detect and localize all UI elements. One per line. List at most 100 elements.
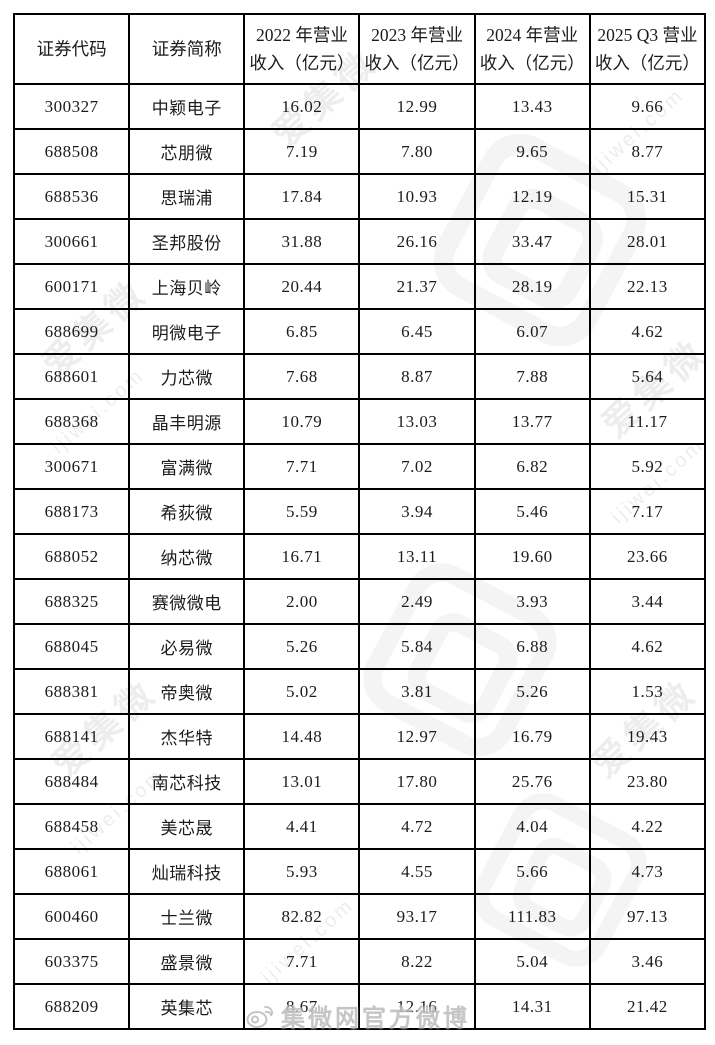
table-cell: 纳芯微 [128, 533, 246, 580]
table-cell: 5.26 [243, 623, 361, 670]
table-cell: 14.31 [473, 983, 591, 1030]
table-cell: 688458 [12, 803, 131, 850]
table-cell: 6.07 [473, 308, 591, 355]
table-cell: 688141 [12, 713, 131, 760]
table-cell: 富满微 [128, 443, 246, 490]
table-cell: 97.13 [588, 893, 707, 940]
table-row: 688536 思瑞浦 17.84 10.93 12.19 15.31 [12, 173, 707, 220]
table-cell: 4.72 [358, 803, 476, 850]
table-cell: 23.66 [588, 533, 707, 580]
table-cell: 688173 [12, 488, 131, 535]
table-row: 300327 中颖电子 16.02 12.99 13.43 9.66 [12, 83, 707, 130]
table-cell: 7.88 [473, 353, 591, 400]
table-cell: 6.82 [473, 443, 591, 490]
table-cell: 28.19 [473, 263, 591, 310]
table-head: 证券代码 证券简称 2022 年营业 收入（亿元） 2023 年营业 收入（亿元） 2024… [12, 13, 707, 85]
table-cell: 13.43 [473, 83, 591, 130]
table-cell: 93.17 [358, 893, 476, 940]
table-cell: 7.02 [358, 443, 476, 490]
revenue-table: 证券代码 证券简称 2022 年营业 收入（亿元） 2023 年营业 收入（亿元） 2024… [12, 13, 707, 1030]
table-cell: 4.62 [588, 623, 707, 670]
table-cell: 5.46 [473, 488, 591, 535]
table-cell: 688045 [12, 623, 131, 670]
column-header: 2025 Q3 营业 收入（亿元） [588, 13, 707, 85]
table-row: 688045 必易微 5.26 5.84 6.88 4.62 [12, 623, 707, 670]
table-cell: 13.77 [473, 398, 591, 445]
table-cell: 19.60 [473, 533, 591, 580]
table-cell: 10.79 [243, 398, 361, 445]
table-cell: 5.66 [473, 848, 591, 895]
table-cell: 7.71 [243, 443, 361, 490]
column-header: 证券代码 [12, 13, 131, 85]
table-cell: 688699 [12, 308, 131, 355]
table-cell: 5.04 [473, 938, 591, 985]
table-cell: 21.42 [588, 983, 707, 1030]
column-header-line: 收入（亿元） [594, 53, 700, 73]
table-cell: 10.93 [358, 173, 476, 220]
table-cell: 4.55 [358, 848, 476, 895]
table-cell: 2.49 [358, 578, 476, 625]
table-cell: 13.01 [243, 758, 361, 805]
table-cell: 688508 [12, 128, 131, 175]
table-row: 688484 南芯科技 13.01 17.80 25.76 23.80 [12, 758, 707, 805]
table-cell: 25.76 [473, 758, 591, 805]
table-cell: 盛景微 [128, 938, 246, 985]
table-cell: 26.16 [358, 218, 476, 265]
table-cell: 16.71 [243, 533, 361, 580]
table-cell: 英集芯 [128, 983, 246, 1030]
table-cell: 上海贝岭 [128, 263, 246, 310]
table-cell: 23.80 [588, 758, 707, 805]
table-cell: 12.16 [358, 983, 476, 1030]
table-row: 300661 圣邦股份 31.88 26.16 33.47 28.01 [12, 218, 707, 265]
table-cell: 33.47 [473, 218, 591, 265]
table-cell: 6.45 [358, 308, 476, 355]
column-header-line: 收入（亿元） [364, 53, 470, 73]
table-cell: 603375 [12, 938, 131, 985]
table-cell: 6.88 [473, 623, 591, 670]
table-cell: 明微电子 [128, 308, 246, 355]
table-row: 688141 杰华特 14.48 12.97 16.79 19.43 [12, 713, 707, 760]
table-cell: 22.13 [588, 263, 707, 310]
table-cell: 杰华特 [128, 713, 246, 760]
table-cell: 12.99 [358, 83, 476, 130]
table-cell: 111.83 [473, 893, 591, 940]
table-cell: 灿瑞科技 [128, 848, 246, 895]
table-cell: 688536 [12, 173, 131, 220]
table-cell: 5.84 [358, 623, 476, 670]
table-cell: 5.92 [588, 443, 707, 490]
table-cell: 17.84 [243, 173, 361, 220]
table-cell: 688052 [12, 533, 131, 580]
table-cell: 5.02 [243, 668, 361, 715]
table-cell: 3.46 [588, 938, 707, 985]
column-header: 2024 年营业 收入（亿元） [473, 13, 591, 85]
table-cell: 士兰微 [128, 893, 246, 940]
table-row: 603375 盛景微 7.71 8.22 5.04 3.46 [12, 938, 707, 985]
table-cell: 600460 [12, 893, 131, 940]
column-header: 2023 年营业 收入（亿元） [358, 13, 476, 85]
table-row: 688458 美芯晟 4.41 4.72 4.04 4.22 [12, 803, 707, 850]
table-cell: 31.88 [243, 218, 361, 265]
column-header-line: 2023 年营业 [371, 25, 463, 45]
table-cell: 7.17 [588, 488, 707, 535]
table-cell: 688601 [12, 353, 131, 400]
table-cell: 21.37 [358, 263, 476, 310]
table-cell: 思瑞浦 [128, 173, 246, 220]
column-header-line: 证券简称 [151, 39, 222, 59]
table-cell: 688368 [12, 398, 131, 445]
table-cell: 4.22 [588, 803, 707, 850]
table-cell: 3.44 [588, 578, 707, 625]
table-cell: 8.77 [588, 128, 707, 175]
column-header-line: 2024 年营业 [486, 25, 579, 45]
table-cell: 4.73 [588, 848, 707, 895]
column-header-line: 收入（亿元） [479, 53, 585, 73]
table-cell: 300327 [12, 83, 131, 130]
table-row: 688325 赛微微电 2.00 2.49 3.93 3.44 [12, 578, 707, 625]
table-cell: 12.97 [358, 713, 476, 760]
header-row: 证券代码 证券简称 2022 年营业 收入（亿元） 2023 年营业 收入（亿元） 2024… [12, 13, 707, 85]
table-cell: 600171 [12, 263, 131, 310]
table-cell: 5.64 [588, 353, 707, 400]
table-row: 600460 士兰微 82.82 93.17 111.83 97.13 [12, 893, 707, 940]
table-cell: 300661 [12, 218, 131, 265]
table-cell: 8.22 [358, 938, 476, 985]
